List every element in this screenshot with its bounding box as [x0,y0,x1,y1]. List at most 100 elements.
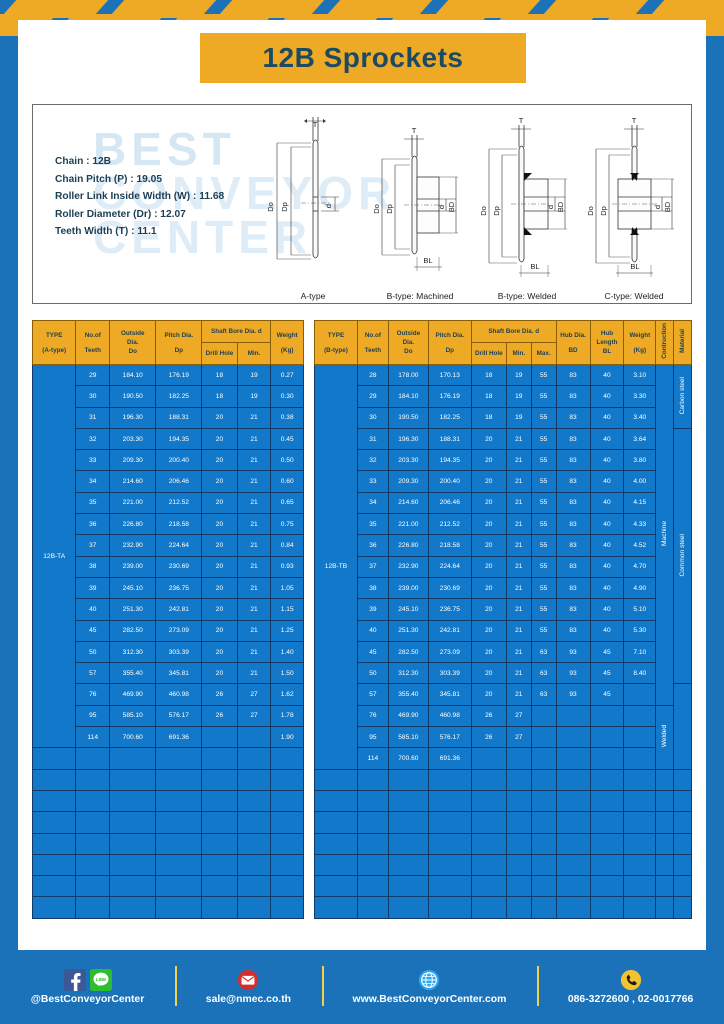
cell-pitch-dia: 194.35 [155,427,203,451]
cell-drill-hole: 18 [470,385,507,408]
cell-empty [109,747,157,770]
a-type-table-container: TYPE (A-type) No.of Teeth Outside Dia. D… [31,320,304,919]
cell-empty [236,789,272,813]
cell-weight: 1.25 [270,619,304,642]
cell-outside-dia: 585.10 [109,704,157,728]
cell-min-bore: 21 [505,449,532,472]
cell-outside-dia: 232.90 [387,555,429,578]
table-row: 40 251.30 242.81 20 21 1.15 [33,598,304,621]
cell-weight: 5.30 [623,619,657,642]
table-row: 32 203.30 194.35 20 21 55 83 40 3.80 [315,449,692,472]
cell-empty [75,768,111,791]
cell-drill-hole: 20 [201,619,238,642]
cell-outside-dia: 282.50 [387,640,429,664]
cell-pitch-dia: 273.09 [427,640,472,664]
table-row: 29 184.10 176.19 18 19 55 83 40 3.30 [315,385,692,408]
cell-empty [555,853,591,877]
cell-max-bore [530,747,557,770]
cell-drill-hole [201,726,238,749]
cell-max-bore: 63 [530,683,557,706]
footer-website[interactable]: www.BestConveyorCenter.com [321,950,537,1024]
cell-max-bore: 55 [530,534,557,557]
cell-empty [201,832,238,855]
cell-empty [109,768,157,791]
cell-pitch-dia: 200.40 [155,449,203,472]
cell-empty [31,896,77,919]
cell-empty [109,875,157,898]
cell-empty [470,789,507,813]
cell-drill-hole: 18 [470,363,507,387]
cell-outside-dia: 700.60 [387,747,429,770]
cell-teeth: 45 [75,619,111,642]
table-row-empty [314,811,692,834]
cell-hub-dia: 83 [555,555,591,578]
cell-teeth: 76 [75,683,111,706]
cell-empty [623,811,657,834]
th-pitch-dia: Pitch Dia. Dp [427,320,472,365]
cell-outside-dia: 251.30 [387,619,429,642]
cell-pitch-dia: 242.81 [427,619,472,642]
svg-text:Do: Do [266,202,275,212]
cell-pitch-dia: 176.19 [427,385,472,408]
svg-text:BL: BL [630,262,639,271]
cell-construction: Machine [655,364,675,706]
table-row-empty [31,811,304,834]
table-row: 36 226.80 218.58 20 21 55 83 40 4.52 [315,534,692,557]
cell-pitch-dia: 460.98 [155,683,203,706]
footer-email[interactable]: sale@nmec.co.th [175,950,322,1024]
footer-social[interactable]: LINE @BestConveyorCenter [0,950,175,1024]
globe-icon[interactable] [418,969,440,991]
email-address: sale@nmec.co.th [205,994,292,1005]
cell-teeth: 37 [356,555,389,578]
svg-text:LINE: LINE [95,977,105,982]
cell-outside-dia: 239.00 [387,576,429,600]
sprocket-drawings: Do Dp T d A-type T [261,111,686,303]
svg-text:T: T [313,120,318,129]
cell-empty [314,768,358,791]
cell-pitch-dia: 236.75 [427,598,472,621]
cell-min-bore: 21 [236,491,272,515]
footer-contact-bar: LINE @BestConveyorCenter sale@nmec.co.th… [0,950,724,1024]
cell-hub-dia: 83 [555,513,591,536]
cell-empty [427,832,472,855]
cell-empty [505,896,532,919]
cell-pitch-dia: 176.19 [155,363,203,387]
cell-empty [314,853,358,877]
cell-weight: 3.30 [623,385,657,408]
cell-min-bore: 19 [236,363,272,387]
line-icon[interactable]: LINE [89,969,112,991]
cell-drill-hole: 20 [470,640,507,664]
cell-hub-length: 40 [589,385,625,408]
cell-empty [589,896,625,919]
cell-drill-hole: 20 [201,555,238,578]
cell-drill-hole: 20 [201,534,238,557]
cell-empty [109,832,157,855]
cell-empty [201,789,238,813]
cell-empty [31,789,77,813]
cell-empty [109,811,157,834]
cell-min-bore: 19 [236,385,272,408]
th-drill-hole: Drill Hole [470,342,507,365]
cell-empty [356,875,389,898]
table-row-empty [31,853,304,877]
th-type: TYPE (A-type) [31,320,77,365]
email-icon[interactable] [237,969,259,991]
cell-outside-dia: 209.30 [109,449,157,472]
cell-empty [623,789,657,813]
footer-phone[interactable]: 086-3272600 , 02-0017766 [537,950,724,1024]
phone-icon[interactable] [620,969,642,991]
cell-hub-dia: 83 [555,449,591,472]
cell-outside-dia: 203.30 [387,449,429,472]
cell-empty [470,896,507,919]
facebook-icon[interactable] [63,969,86,991]
cell-empty [673,896,692,919]
cell-empty [623,768,657,791]
cell-outside-dia: 226.80 [109,513,157,536]
page-title: 12B Sprockets [200,33,526,83]
cell-weight: 0.30 [270,385,304,408]
cell-hub-length: 40 [589,534,625,557]
cell-weight: 4.15 [623,491,657,515]
cell-empty [356,832,389,855]
cell-pitch-dia: 212.52 [427,513,472,536]
cell-empty [270,875,304,898]
